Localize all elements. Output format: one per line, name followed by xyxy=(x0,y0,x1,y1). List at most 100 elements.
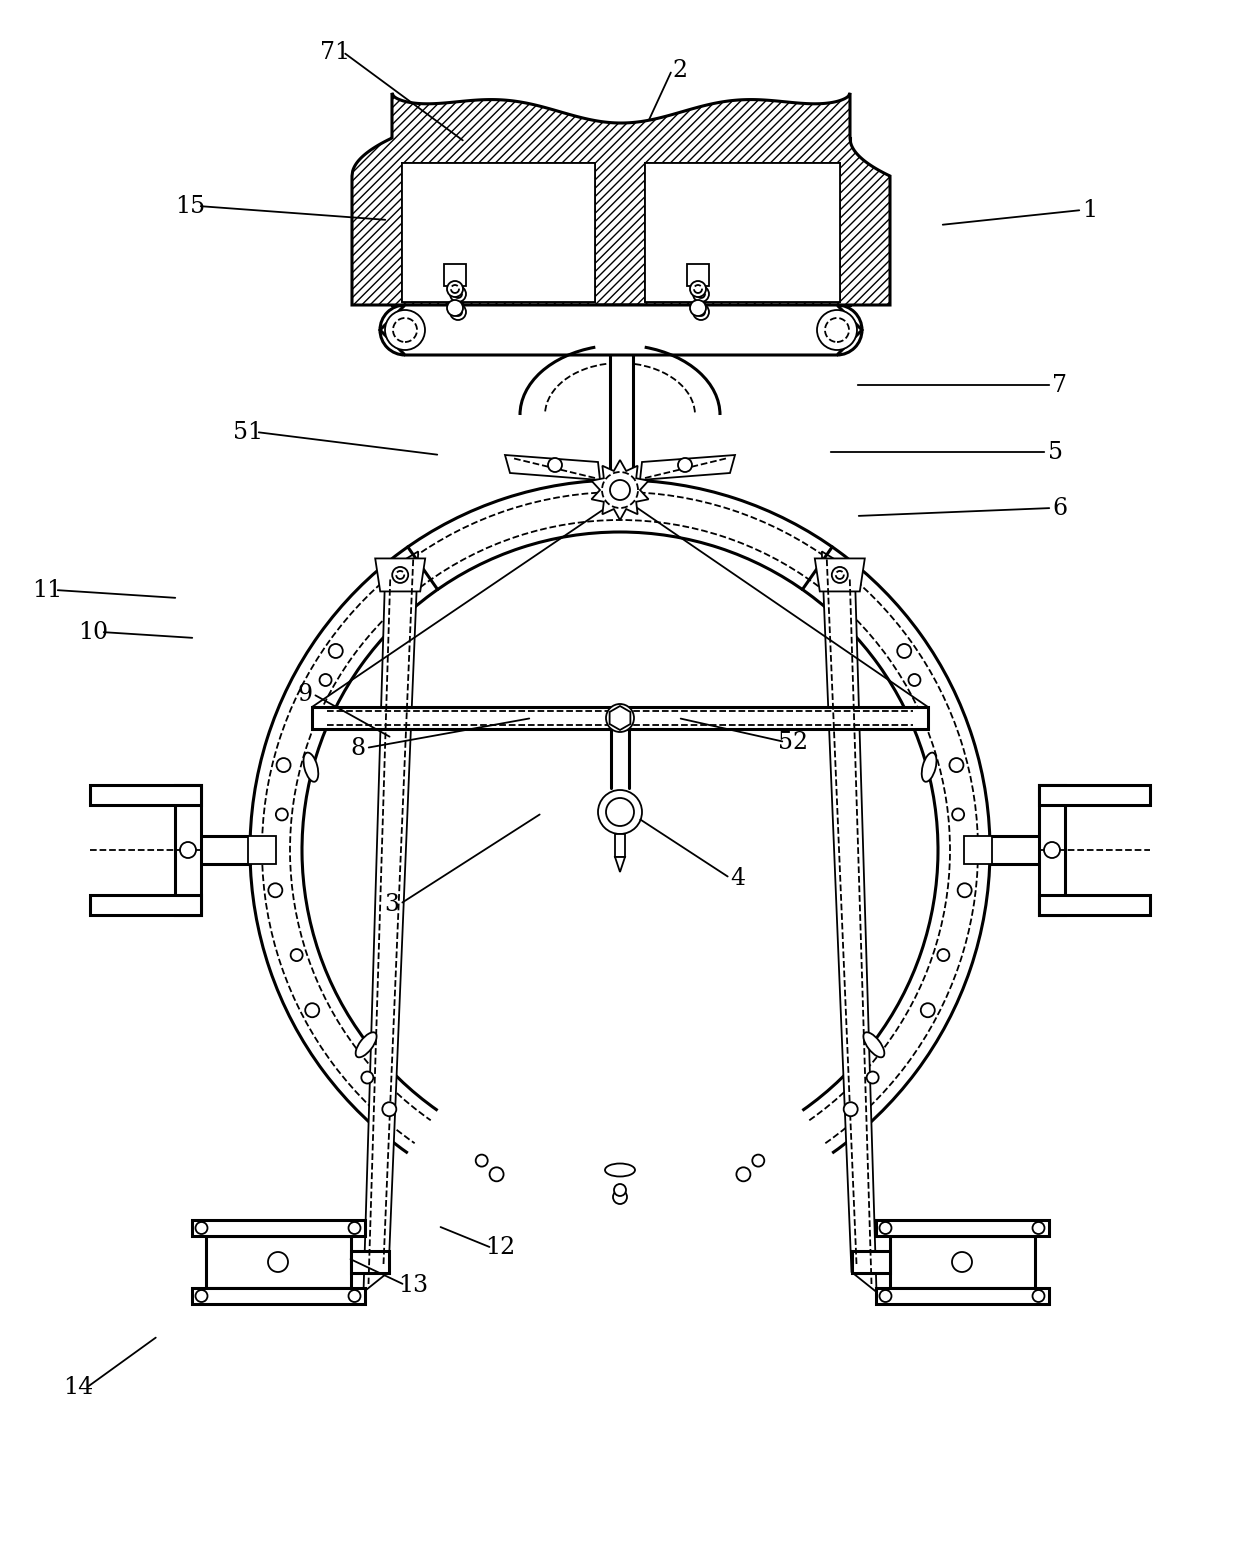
Circle shape xyxy=(898,645,911,659)
Text: 51: 51 xyxy=(233,420,263,443)
Circle shape xyxy=(446,281,463,297)
Polygon shape xyxy=(640,454,735,479)
Circle shape xyxy=(277,759,290,773)
Circle shape xyxy=(454,290,463,298)
Polygon shape xyxy=(363,551,418,1293)
Ellipse shape xyxy=(921,752,936,782)
Circle shape xyxy=(196,1222,207,1235)
Circle shape xyxy=(450,286,466,301)
Circle shape xyxy=(832,567,848,582)
Polygon shape xyxy=(875,1288,1049,1303)
Circle shape xyxy=(957,884,972,898)
Polygon shape xyxy=(822,551,877,1293)
Circle shape xyxy=(697,308,706,315)
Polygon shape xyxy=(1039,894,1149,915)
Polygon shape xyxy=(379,304,862,354)
Polygon shape xyxy=(505,454,600,479)
Circle shape xyxy=(290,949,303,962)
Circle shape xyxy=(879,1289,892,1302)
Polygon shape xyxy=(402,162,595,301)
Polygon shape xyxy=(1039,785,1149,805)
Polygon shape xyxy=(591,460,649,520)
Circle shape xyxy=(737,1168,750,1182)
Polygon shape xyxy=(446,264,469,286)
Circle shape xyxy=(606,704,634,732)
Circle shape xyxy=(610,479,630,500)
Circle shape xyxy=(952,1252,972,1272)
Polygon shape xyxy=(392,137,849,304)
Circle shape xyxy=(694,286,702,293)
Polygon shape xyxy=(351,1250,388,1274)
Polygon shape xyxy=(175,785,201,915)
Circle shape xyxy=(446,300,463,315)
Circle shape xyxy=(1033,1222,1044,1235)
Text: 3: 3 xyxy=(384,893,399,915)
Circle shape xyxy=(397,571,404,579)
Circle shape xyxy=(817,311,857,350)
Polygon shape xyxy=(610,706,630,731)
Circle shape xyxy=(490,1168,503,1182)
Polygon shape xyxy=(615,834,625,857)
Circle shape xyxy=(382,1102,397,1116)
Polygon shape xyxy=(1039,785,1065,915)
Text: 14: 14 xyxy=(63,1377,93,1400)
Circle shape xyxy=(937,949,950,962)
Text: 9: 9 xyxy=(298,682,312,706)
Circle shape xyxy=(678,457,692,471)
Text: 12: 12 xyxy=(485,1236,515,1260)
Circle shape xyxy=(843,1102,858,1116)
Circle shape xyxy=(348,1222,361,1235)
Polygon shape xyxy=(889,1236,1034,1288)
Text: 2: 2 xyxy=(672,58,687,81)
Circle shape xyxy=(836,571,843,579)
Polygon shape xyxy=(687,264,709,286)
Text: 52: 52 xyxy=(777,731,808,754)
Circle shape xyxy=(689,281,706,297)
Polygon shape xyxy=(312,707,928,729)
Circle shape xyxy=(384,311,425,350)
Circle shape xyxy=(613,1189,627,1204)
Polygon shape xyxy=(645,162,839,301)
Text: 7: 7 xyxy=(1053,373,1068,396)
Polygon shape xyxy=(402,162,595,301)
Circle shape xyxy=(606,798,634,826)
Circle shape xyxy=(393,318,417,342)
Circle shape xyxy=(196,1289,207,1302)
Circle shape xyxy=(689,300,706,315)
Text: 10: 10 xyxy=(78,621,108,643)
Circle shape xyxy=(753,1155,764,1166)
Polygon shape xyxy=(248,837,277,863)
Polygon shape xyxy=(875,1221,1049,1236)
Polygon shape xyxy=(206,1236,351,1288)
Circle shape xyxy=(180,841,196,859)
Text: 15: 15 xyxy=(175,195,205,217)
Polygon shape xyxy=(352,94,890,304)
Ellipse shape xyxy=(304,752,319,782)
Polygon shape xyxy=(689,264,712,286)
Ellipse shape xyxy=(605,1163,635,1177)
Circle shape xyxy=(454,308,463,315)
Circle shape xyxy=(450,304,466,320)
Circle shape xyxy=(476,1155,487,1166)
Text: 5: 5 xyxy=(1048,440,1063,464)
Circle shape xyxy=(320,674,331,685)
Ellipse shape xyxy=(356,1032,377,1057)
Circle shape xyxy=(275,809,288,821)
Text: 13: 13 xyxy=(398,1274,428,1297)
Polygon shape xyxy=(91,894,201,915)
Text: 4: 4 xyxy=(730,866,745,890)
Polygon shape xyxy=(191,1221,365,1236)
Circle shape xyxy=(697,290,706,298)
Circle shape xyxy=(950,759,963,773)
Circle shape xyxy=(305,1004,319,1018)
Polygon shape xyxy=(615,857,625,873)
Polygon shape xyxy=(444,264,466,286)
Circle shape xyxy=(693,286,709,301)
Polygon shape xyxy=(91,785,201,805)
Polygon shape xyxy=(176,837,250,863)
Circle shape xyxy=(693,304,709,320)
Polygon shape xyxy=(990,837,1064,863)
Circle shape xyxy=(614,1183,626,1196)
Polygon shape xyxy=(815,559,864,592)
Polygon shape xyxy=(852,1250,889,1274)
